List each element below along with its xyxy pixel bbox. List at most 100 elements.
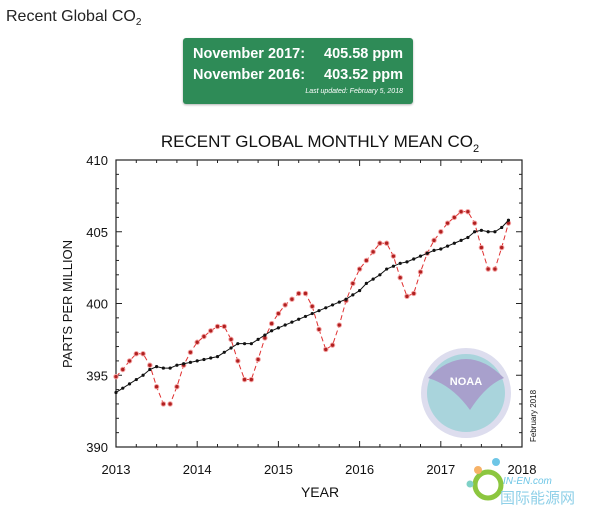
data-point [127,382,132,386]
data-point [371,277,375,281]
data-point [478,244,485,251]
y-tick-label: 395 [86,368,108,383]
data-point [452,241,456,245]
noaa-logo-text: NOAA [450,376,482,388]
data-point [113,373,119,380]
data-point [378,273,382,277]
y-tick-label: 390 [86,440,108,455]
data-point [114,390,118,395]
data-point [412,257,416,261]
data-point [390,253,397,259]
data-point [337,300,341,304]
data-point [445,244,450,248]
data-point [222,350,226,354]
data-point [120,366,126,373]
data-point [485,266,491,272]
data-point [391,264,396,268]
data-point [385,267,389,271]
data-point [148,367,152,372]
data-point [270,329,274,333]
data-point [141,373,145,377]
data-point [302,290,309,297]
data-point [411,290,417,297]
data-point [303,314,308,319]
data-point [473,230,477,234]
data-point [235,358,241,364]
data-point [268,320,275,327]
data-point [309,303,315,310]
data-point [383,240,390,246]
data-point [121,386,125,390]
data-point [194,339,200,345]
stat-value: 403.52 ppm [324,67,403,83]
data-point [506,218,511,222]
data-point [249,342,253,346]
x-tick-label: 2015 [264,462,293,477]
data-point [458,208,464,215]
data-point [209,356,213,360]
data-point [255,356,261,363]
data-point [167,401,173,407]
data-point [459,238,463,242]
page-title: Recent Global CO2 [6,8,141,28]
data-point [438,229,444,235]
data-point [161,366,165,370]
last-updated-text: Last updated: February 5, 2018 [305,88,403,95]
data-point [432,248,436,253]
x-tick-label: 2017 [426,462,455,477]
data-point [188,360,193,364]
data-point [182,362,186,366]
data-point [324,306,328,310]
x-tick-label: 2016 [345,462,374,477]
watermark: IN-EN.com 国际能源网 [466,458,575,507]
data-point [208,328,214,334]
data-point [195,359,199,363]
watermark-line2: 国际能源网 [500,490,575,507]
data-point [155,365,159,369]
data-point [228,336,234,343]
data-point [499,244,505,251]
data-point [290,320,294,324]
data-point [471,220,478,226]
data-point [377,240,383,246]
data-point [425,251,429,255]
data-point [351,293,355,297]
page-title-text: Recent Global CO [6,8,136,25]
data-point [202,357,206,362]
data-point [404,293,410,300]
data-point [493,230,497,234]
data-point [174,384,180,390]
data-point [492,266,498,272]
data-point [229,346,233,350]
data-point [500,225,504,230]
y-axis-label: PARTS PER MILLION [60,240,75,368]
data-point [363,257,370,264]
data-point [153,384,160,390]
data-point [140,351,146,357]
data-point [417,269,424,275]
data-point [405,260,409,264]
data-point [316,326,322,333]
x-axis-label: YEAR [301,484,339,500]
data-point [289,296,295,302]
data-point [431,237,437,244]
data-point [187,349,194,355]
data-point [242,342,247,346]
data-point [296,290,302,297]
data-point [310,311,314,316]
data-point [344,297,348,301]
data-point [263,333,267,337]
data-point [330,303,335,307]
data-point [256,337,260,341]
data-point [276,326,280,330]
data-point [160,401,167,407]
y-tick-label: 400 [86,297,108,312]
watermark-line1: IN-EN.com [503,476,552,487]
data-point [214,323,221,330]
data-point [215,354,220,359]
x-tick-label: 2018 [508,462,537,477]
page-title-subscript: 2 [135,17,142,29]
data-point [479,228,483,232]
stat-value: 405.58 ppm [324,46,403,62]
